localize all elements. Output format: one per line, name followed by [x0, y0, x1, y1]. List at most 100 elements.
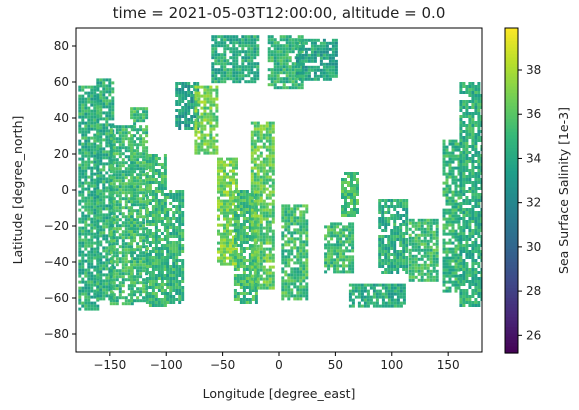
- colorbar-segment: [505, 281, 518, 286]
- colorbar-segment: [505, 44, 518, 49]
- coverage-region: [459, 82, 482, 307]
- y-tick-label: −40: [44, 255, 69, 269]
- colorbar-segment: [505, 268, 518, 273]
- colorbar-segment: [505, 41, 518, 45]
- colorbar: 26 28 30 32 34 36 38: [504, 27, 541, 354]
- colorbar-segment: [505, 86, 518, 91]
- x-tick-label: −100: [150, 358, 183, 372]
- x-tick-label: 50: [328, 358, 343, 372]
- colorbar-segment: [505, 301, 518, 305]
- colorbar-tick-label: 26: [526, 328, 541, 342]
- colorbar-segment: [505, 242, 518, 247]
- colorbar-segment: [505, 138, 518, 143]
- y-tick-label: 80: [54, 39, 69, 53]
- colorbar-segment: [505, 193, 518, 198]
- x-tick-label: 150: [437, 358, 460, 372]
- coverage-region: [442, 139, 461, 293]
- x-axis-label: Longitude [degree_east]: [203, 386, 356, 401]
- colorbar-segment: [505, 271, 518, 276]
- colorbar-segment: [505, 109, 518, 114]
- colorbar-segment: [505, 135, 518, 140]
- colorbar-segment: [505, 255, 518, 260]
- colorbar-segment: [505, 167, 518, 172]
- y-tick-label: 60: [54, 75, 69, 89]
- x-tick-label: 0: [275, 358, 283, 372]
- colorbar-segment: [505, 37, 518, 42]
- colorbar-segment: [505, 304, 518, 309]
- colorbar-tick-label: 34: [526, 151, 541, 165]
- colorbar-segment: [505, 291, 518, 296]
- colorbar-segment: [505, 288, 518, 292]
- colorbar-segment: [505, 275, 518, 279]
- colorbar-segment: [505, 154, 518, 159]
- coverage-region: [166, 190, 185, 304]
- colorbar-segment: [505, 203, 518, 208]
- colorbar-segment: [505, 70, 518, 75]
- colorbar-segment: [505, 73, 518, 78]
- colorbar-segment: [505, 177, 518, 182]
- colorbar-segment: [505, 47, 518, 52]
- coverage-region: [250, 121, 275, 290]
- coverage-region: [341, 172, 359, 217]
- colorbar-segment: [505, 89, 518, 94]
- coverage-region: [281, 204, 309, 301]
- coverage-region: [194, 85, 219, 155]
- coverage-region: [145, 154, 167, 307]
- colorbar-segment: [505, 60, 518, 65]
- y-tick-label: 0: [61, 183, 69, 197]
- colorbar-segment: [505, 34, 518, 39]
- salinity-heatmap: [78, 35, 482, 311]
- colorbar-segment: [505, 216, 518, 221]
- colorbar-frame: [504, 27, 519, 354]
- colorbar-segment: [505, 323, 518, 328]
- colorbar-segment: [505, 314, 518, 318]
- colorbar-segment: [505, 99, 518, 104]
- colorbar-segment: [505, 190, 518, 195]
- colorbar-segment: [505, 28, 518, 32]
- colorbar-segment: [505, 236, 518, 240]
- coverage-region: [378, 199, 409, 274]
- colorbar-segment: [505, 346, 518, 351]
- colorbar-segment: [505, 320, 518, 325]
- colorbar-segment: [505, 297, 518, 302]
- colorbar-segment: [505, 93, 518, 97]
- colorbar-segment: [505, 278, 518, 283]
- colorbar-segment: [505, 210, 518, 214]
- colorbar-segment: [505, 249, 518, 253]
- colorbar-segment: [505, 50, 518, 55]
- colorbar-tick-label: 28: [526, 284, 541, 298]
- colorbar-segment: [505, 132, 518, 136]
- colorbar-segment: [505, 164, 518, 169]
- colorbar-segment: [505, 115, 518, 120]
- colorbar-segment: [505, 102, 518, 107]
- colorbar-segment: [505, 171, 518, 175]
- colorbar-segment: [505, 307, 518, 312]
- colorbar-segment: [505, 258, 518, 263]
- x-tick-label: −150: [93, 358, 126, 372]
- colorbar-segment: [505, 141, 518, 146]
- colorbar-segment: [505, 83, 518, 88]
- colorbar-segment: [505, 336, 518, 341]
- x-tick-label: −50: [210, 358, 235, 372]
- colorbar-segment: [505, 63, 518, 68]
- colorbar-segment: [505, 125, 518, 130]
- colorbar-segment: [505, 219, 518, 224]
- coverage-region: [408, 218, 439, 282]
- colorbar-segment: [505, 106, 518, 110]
- colorbar-tick-label: 30: [526, 240, 541, 254]
- colorbar-segment: [505, 294, 518, 299]
- colorbar-segment: [505, 57, 518, 62]
- colorbar-label: Sea Surface Salinity [1e-3]: [556, 107, 571, 274]
- colorbar-segment: [505, 310, 518, 315]
- colorbar-segment: [505, 80, 518, 84]
- colorbar-segment: [505, 245, 518, 250]
- colorbar-segment: [505, 200, 518, 205]
- colorbar-segment: [505, 327, 518, 331]
- colorbar-segment: [505, 148, 518, 153]
- y-tick-label: 20: [54, 147, 69, 161]
- colorbar-segment: [505, 239, 518, 244]
- x-tick-label: 100: [380, 358, 403, 372]
- colorbar-segment: [505, 128, 518, 133]
- colorbar-segment: [505, 112, 518, 117]
